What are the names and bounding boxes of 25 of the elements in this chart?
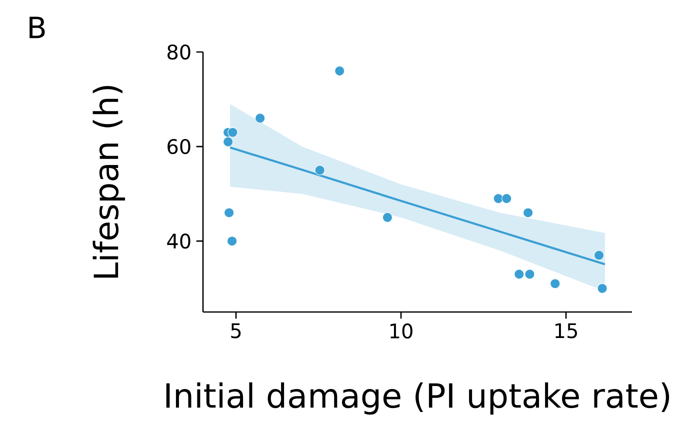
point <box>382 212 393 223</box>
x-tick-label: 5 <box>231 323 241 338</box>
point <box>255 113 266 124</box>
point <box>223 136 234 147</box>
point <box>597 283 608 294</box>
point <box>228 127 238 138</box>
point <box>224 208 234 218</box>
point <box>594 250 604 260</box>
y-tick-label: 80 <box>168 44 190 60</box>
point <box>314 165 325 176</box>
x-tick-label: 10 <box>390 323 412 339</box>
y-tick-label: 40 <box>167 234 190 249</box>
point <box>502 193 512 204</box>
point <box>334 66 345 76</box>
x-tick-label: 15 <box>555 323 577 338</box>
point <box>226 236 238 246</box>
y-tick-label: 60 <box>168 138 190 154</box>
point <box>550 278 560 289</box>
point <box>493 193 504 204</box>
point <box>524 269 535 280</box>
x-axis-title: Initial damage (PI uptake rate) <box>166 382 670 415</box>
y-axis-title: Lifespan (h) <box>92 86 126 278</box>
point <box>514 269 524 280</box>
text: B <box>30 16 45 38</box>
point <box>522 208 534 218</box>
